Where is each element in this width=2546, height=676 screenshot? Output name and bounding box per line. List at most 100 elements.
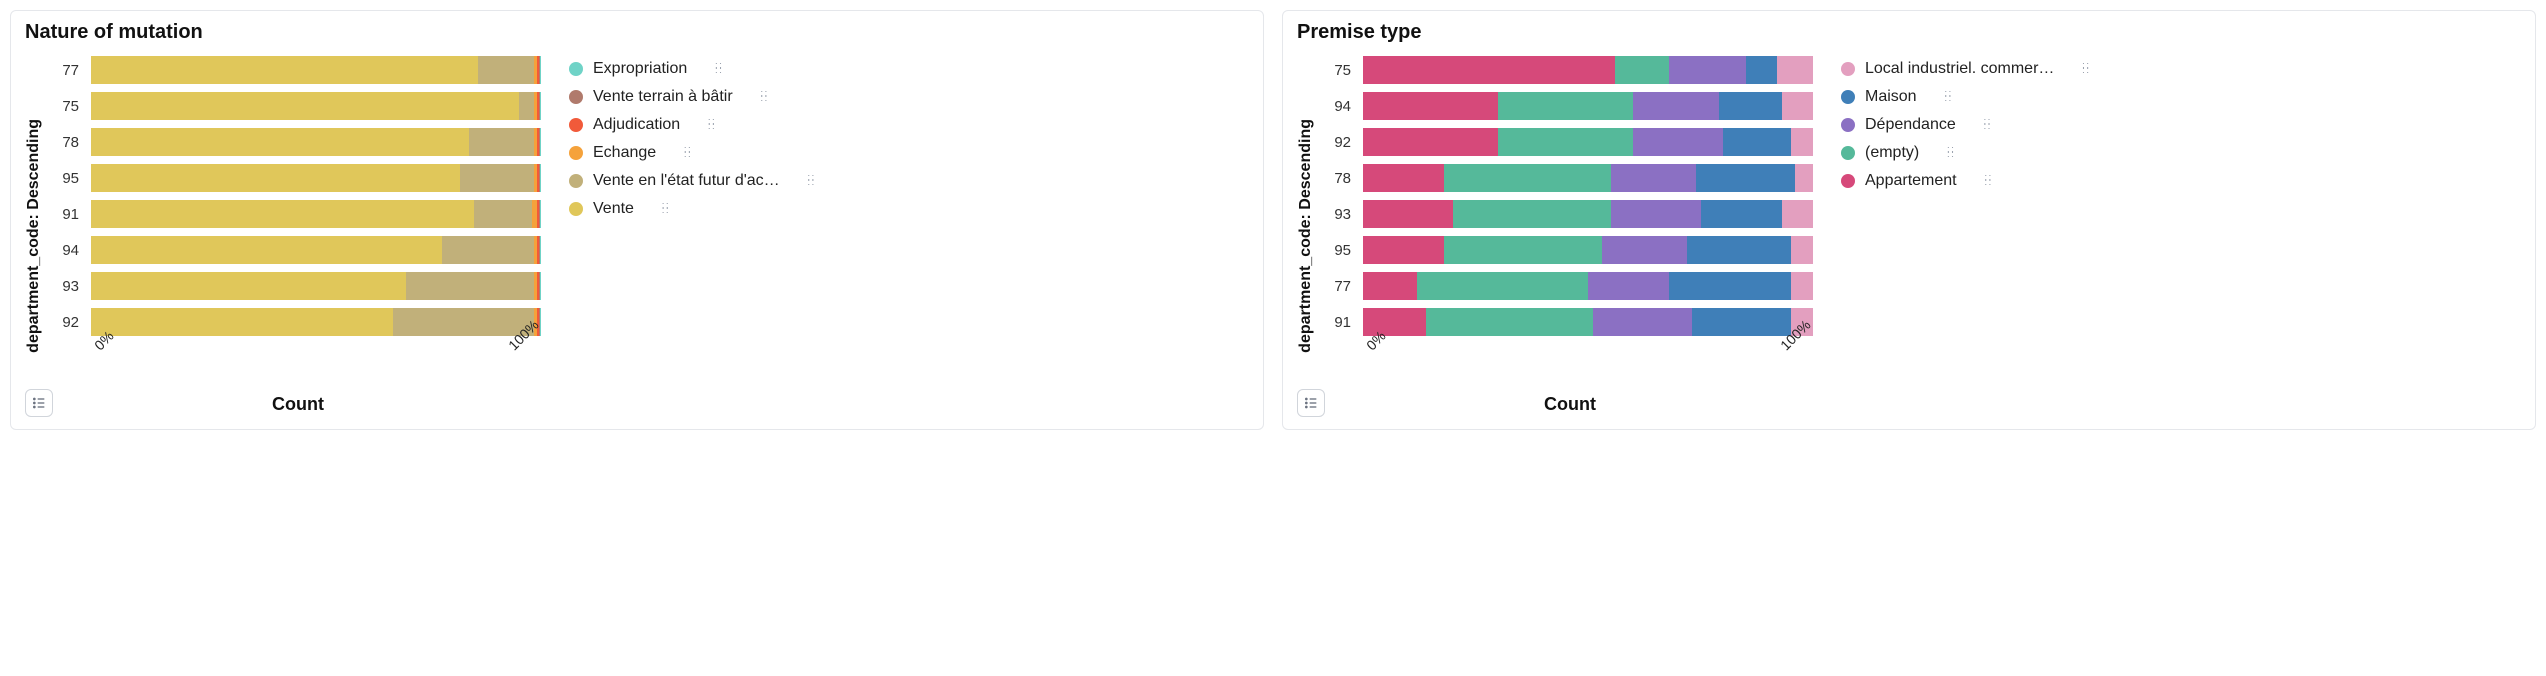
bar-segment[interactable] (1417, 272, 1588, 300)
bar-segment[interactable] (91, 272, 406, 300)
drag-handle-icon[interactable]: ∷∷ (715, 64, 722, 74)
bar-segment[interactable] (540, 92, 541, 120)
bar-segment[interactable] (1692, 308, 1791, 336)
bar-segment[interactable] (1687, 236, 1791, 264)
bar-segment[interactable] (1363, 164, 1444, 192)
bar-segment[interactable] (1498, 128, 1633, 156)
list-view-button[interactable] (1297, 389, 1325, 417)
bar-segment[interactable] (91, 56, 478, 84)
legend-item[interactable]: Vente∷∷ (569, 200, 819, 218)
stacked-bar[interactable] (91, 164, 541, 192)
legend-item[interactable]: Echange∷∷ (569, 144, 819, 162)
bar-segment[interactable] (1791, 236, 1814, 264)
bar-segment[interactable] (1593, 308, 1692, 336)
stacked-bar[interactable] (91, 92, 541, 120)
drag-handle-icon[interactable]: ∷∷ (662, 204, 669, 214)
bar-segment[interactable] (1719, 92, 1782, 120)
bar-segment[interactable] (1363, 236, 1444, 264)
bar-segment[interactable] (91, 236, 442, 264)
stacked-bar[interactable] (91, 128, 541, 156)
bar-segment[interactable] (1669, 272, 1791, 300)
bar-segment[interactable] (1602, 236, 1688, 264)
stacked-bar[interactable] (1363, 92, 1813, 120)
bar-segment[interactable] (393, 308, 535, 336)
stacked-bar[interactable] (1363, 200, 1813, 228)
bar-segment[interactable] (1723, 128, 1791, 156)
bar-segment[interactable] (540, 128, 541, 156)
drag-handle-icon[interactable]: ∷∷ (1945, 92, 1952, 102)
bar-segment[interactable] (1791, 128, 1814, 156)
bar-segment[interactable] (540, 308, 541, 336)
bar-segment[interactable] (1444, 236, 1602, 264)
bar-segment[interactable] (1777, 56, 1813, 84)
bar-segment[interactable] (1696, 164, 1795, 192)
bar-segment[interactable] (540, 164, 541, 192)
bar-segment[interactable] (1701, 200, 1782, 228)
legend-item[interactable]: Vente en l'état futur d'ac…∷∷ (569, 172, 819, 190)
bar-segment[interactable] (1791, 272, 1814, 300)
bar-segment[interactable] (1615, 56, 1669, 84)
bar-segment[interactable] (1782, 92, 1814, 120)
drag-handle-icon[interactable]: ∷∷ (684, 148, 691, 158)
stacked-bar[interactable] (91, 236, 541, 264)
stacked-bar[interactable] (91, 200, 541, 228)
bar-segment[interactable] (1611, 200, 1701, 228)
legend-item[interactable]: Adjudication∷∷ (569, 116, 819, 134)
drag-handle-icon[interactable]: ∷∷ (761, 92, 768, 102)
bar-segment[interactable] (442, 236, 534, 264)
drag-handle-icon[interactable]: ∷∷ (2082, 64, 2089, 74)
bar-segment[interactable] (1426, 308, 1593, 336)
legend-item[interactable]: Vente terrain à bâtir∷∷ (569, 88, 819, 106)
bar-segment[interactable] (1746, 56, 1778, 84)
stacked-bar[interactable] (91, 308, 541, 336)
bar-segment[interactable] (1363, 128, 1498, 156)
bar-segment[interactable] (91, 200, 474, 228)
bar-segment[interactable] (1633, 128, 1723, 156)
bar-segment[interactable] (478, 56, 534, 84)
bar-segment[interactable] (91, 164, 460, 192)
bar-segment[interactable] (406, 272, 534, 300)
stacked-bar[interactable] (1363, 272, 1813, 300)
bar-segment[interactable] (474, 200, 533, 228)
stacked-bar[interactable] (1363, 236, 1813, 264)
bar-segment[interactable] (1363, 272, 1417, 300)
legend-item[interactable]: Local industriel. commer…∷∷ (1841, 60, 2081, 78)
stacked-bar[interactable] (1363, 56, 1813, 84)
drag-handle-icon[interactable]: ∷∷ (1984, 120, 1991, 130)
bar-segment[interactable] (91, 128, 469, 156)
bar-segment[interactable] (1782, 200, 1814, 228)
bar-segment[interactable] (1611, 164, 1697, 192)
bar-segment[interactable] (1453, 200, 1611, 228)
bar-segment[interactable] (460, 164, 534, 192)
bar-segment[interactable] (540, 272, 541, 300)
stacked-bar[interactable] (1363, 164, 1813, 192)
drag-handle-icon[interactable]: ∷∷ (808, 176, 815, 186)
legend-item[interactable]: (empty)∷∷ (1841, 144, 2081, 162)
bar-segment[interactable] (1588, 272, 1669, 300)
legend-item[interactable]: Dépendance∷∷ (1841, 116, 2081, 134)
list-view-button[interactable] (25, 389, 53, 417)
bar-segment[interactable] (540, 236, 541, 264)
bar-segment[interactable] (1633, 92, 1719, 120)
bar-segment[interactable] (519, 92, 535, 120)
stacked-bar[interactable] (91, 56, 541, 84)
legend-item[interactable]: Appartement∷∷ (1841, 172, 2081, 190)
bar-segment[interactable] (469, 128, 534, 156)
drag-handle-icon[interactable]: ∷∷ (1985, 176, 1992, 186)
bar-segment[interactable] (1363, 56, 1615, 84)
bar-segment[interactable] (1444, 164, 1611, 192)
drag-handle-icon[interactable]: ∷∷ (1947, 148, 1954, 158)
legend-item[interactable]: Expropriation∷∷ (569, 60, 819, 78)
bar-segment[interactable] (1363, 92, 1498, 120)
stacked-bar[interactable] (1363, 308, 1813, 336)
bar-segment[interactable] (1795, 164, 1813, 192)
bar-segment[interactable] (1498, 92, 1633, 120)
bar-segment[interactable] (540, 56, 541, 84)
bar-segment[interactable] (91, 92, 519, 120)
stacked-bar[interactable] (1363, 128, 1813, 156)
drag-handle-icon[interactable]: ∷∷ (708, 120, 715, 130)
stacked-bar[interactable] (91, 272, 541, 300)
bar-segment[interactable] (1363, 200, 1453, 228)
bar-segment[interactable] (540, 200, 541, 228)
bar-segment[interactable] (1669, 56, 1746, 84)
